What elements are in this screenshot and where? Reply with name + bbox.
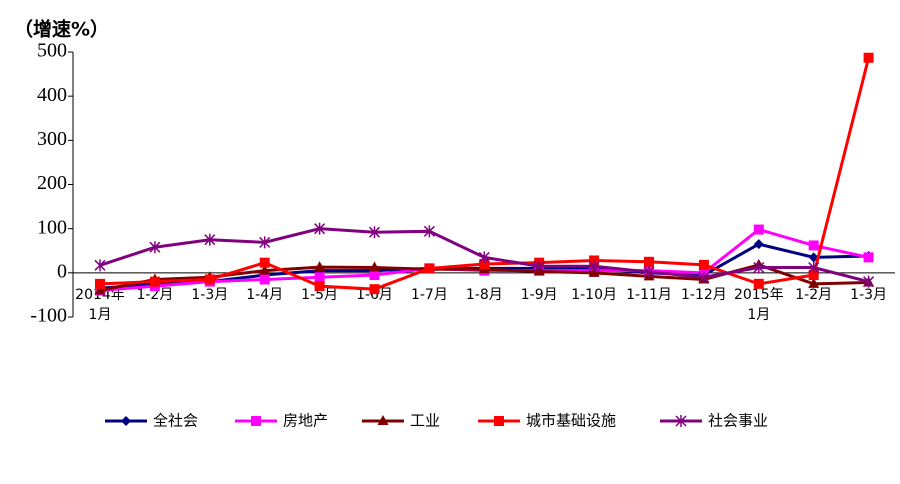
marker — [588, 260, 600, 273]
marker — [808, 270, 819, 281]
marker — [643, 265, 655, 278]
legend-label: 全社会 — [153, 412, 198, 430]
marker — [863, 52, 874, 63]
legend-label: 社会事业 — [708, 412, 768, 430]
marker — [251, 416, 261, 426]
x-tick-label: 1-8月 — [466, 287, 503, 303]
marker — [533, 260, 545, 273]
marker — [94, 259, 106, 272]
y-tick-label: 500 — [37, 40, 67, 62]
marker — [494, 416, 504, 426]
x-tick-label: 1-7月 — [411, 287, 448, 303]
x-tick-label: 1-2月 — [795, 287, 832, 303]
x-tick-label: 1-10月 — [571, 287, 617, 303]
marker — [259, 264, 271, 275]
marker — [369, 270, 380, 281]
marker — [369, 284, 380, 295]
y-tick-label: 0 — [57, 260, 67, 282]
marker — [259, 236, 271, 249]
x-tick-label: 1-2月 — [136, 287, 173, 303]
marker — [314, 222, 326, 235]
marker — [698, 259, 709, 270]
marker — [259, 257, 270, 268]
marker — [149, 241, 161, 254]
marker — [149, 276, 160, 287]
x-tick-label: 1-9月 — [521, 287, 558, 303]
marker — [863, 275, 875, 288]
marker — [259, 274, 270, 285]
legend-label: 工业 — [410, 412, 440, 430]
y-tick-label: 100 — [37, 216, 67, 238]
marker — [479, 259, 490, 269]
marker — [644, 256, 654, 267]
marker — [377, 415, 389, 425]
marker — [675, 415, 687, 427]
marker — [424, 263, 435, 274]
x-tick-label: 1月 — [89, 307, 112, 323]
x-tick-label: 1-6月 — [356, 287, 393, 303]
marker — [808, 277, 820, 288]
legend-label: 房地产 — [283, 412, 328, 430]
marker — [121, 416, 131, 426]
marker — [368, 226, 381, 239]
x-tick-label: 1-4月 — [246, 287, 283, 303]
marker — [753, 224, 764, 235]
x-tick-label: 1-11月 — [626, 287, 672, 303]
x-tick-label: 1-3月 — [191, 287, 228, 303]
marker — [95, 278, 105, 289]
legend-label: 城市基础设施 — [526, 412, 616, 430]
x-tick-label: 1-5月 — [301, 287, 338, 303]
x-tick-label: 1月 — [747, 307, 770, 323]
marker — [314, 272, 325, 283]
x-tick-label: 1-12月 — [681, 287, 727, 303]
marker — [753, 261, 765, 274]
x-tick-label: 1-3月 — [850, 287, 887, 303]
marker — [314, 261, 326, 272]
marker — [808, 261, 820, 274]
y-tick-label: 200 — [37, 172, 67, 194]
marker — [698, 271, 710, 284]
marker — [94, 284, 106, 295]
x-tick-label: 2015年 — [734, 287, 784, 303]
y-tick-label: 300 — [37, 128, 67, 150]
marker — [314, 281, 325, 292]
marker — [423, 225, 435, 238]
marker — [753, 239, 764, 250]
chart-title: （增速%） — [14, 18, 109, 41]
y-tick-label: -100 — [30, 305, 67, 327]
y-tick-label: 400 — [37, 84, 67, 106]
marker — [863, 252, 874, 263]
marker — [478, 251, 490, 264]
marker — [808, 240, 819, 251]
marker — [204, 274, 215, 285]
marker — [369, 261, 380, 272]
marker — [753, 278, 764, 289]
marker — [204, 233, 216, 246]
